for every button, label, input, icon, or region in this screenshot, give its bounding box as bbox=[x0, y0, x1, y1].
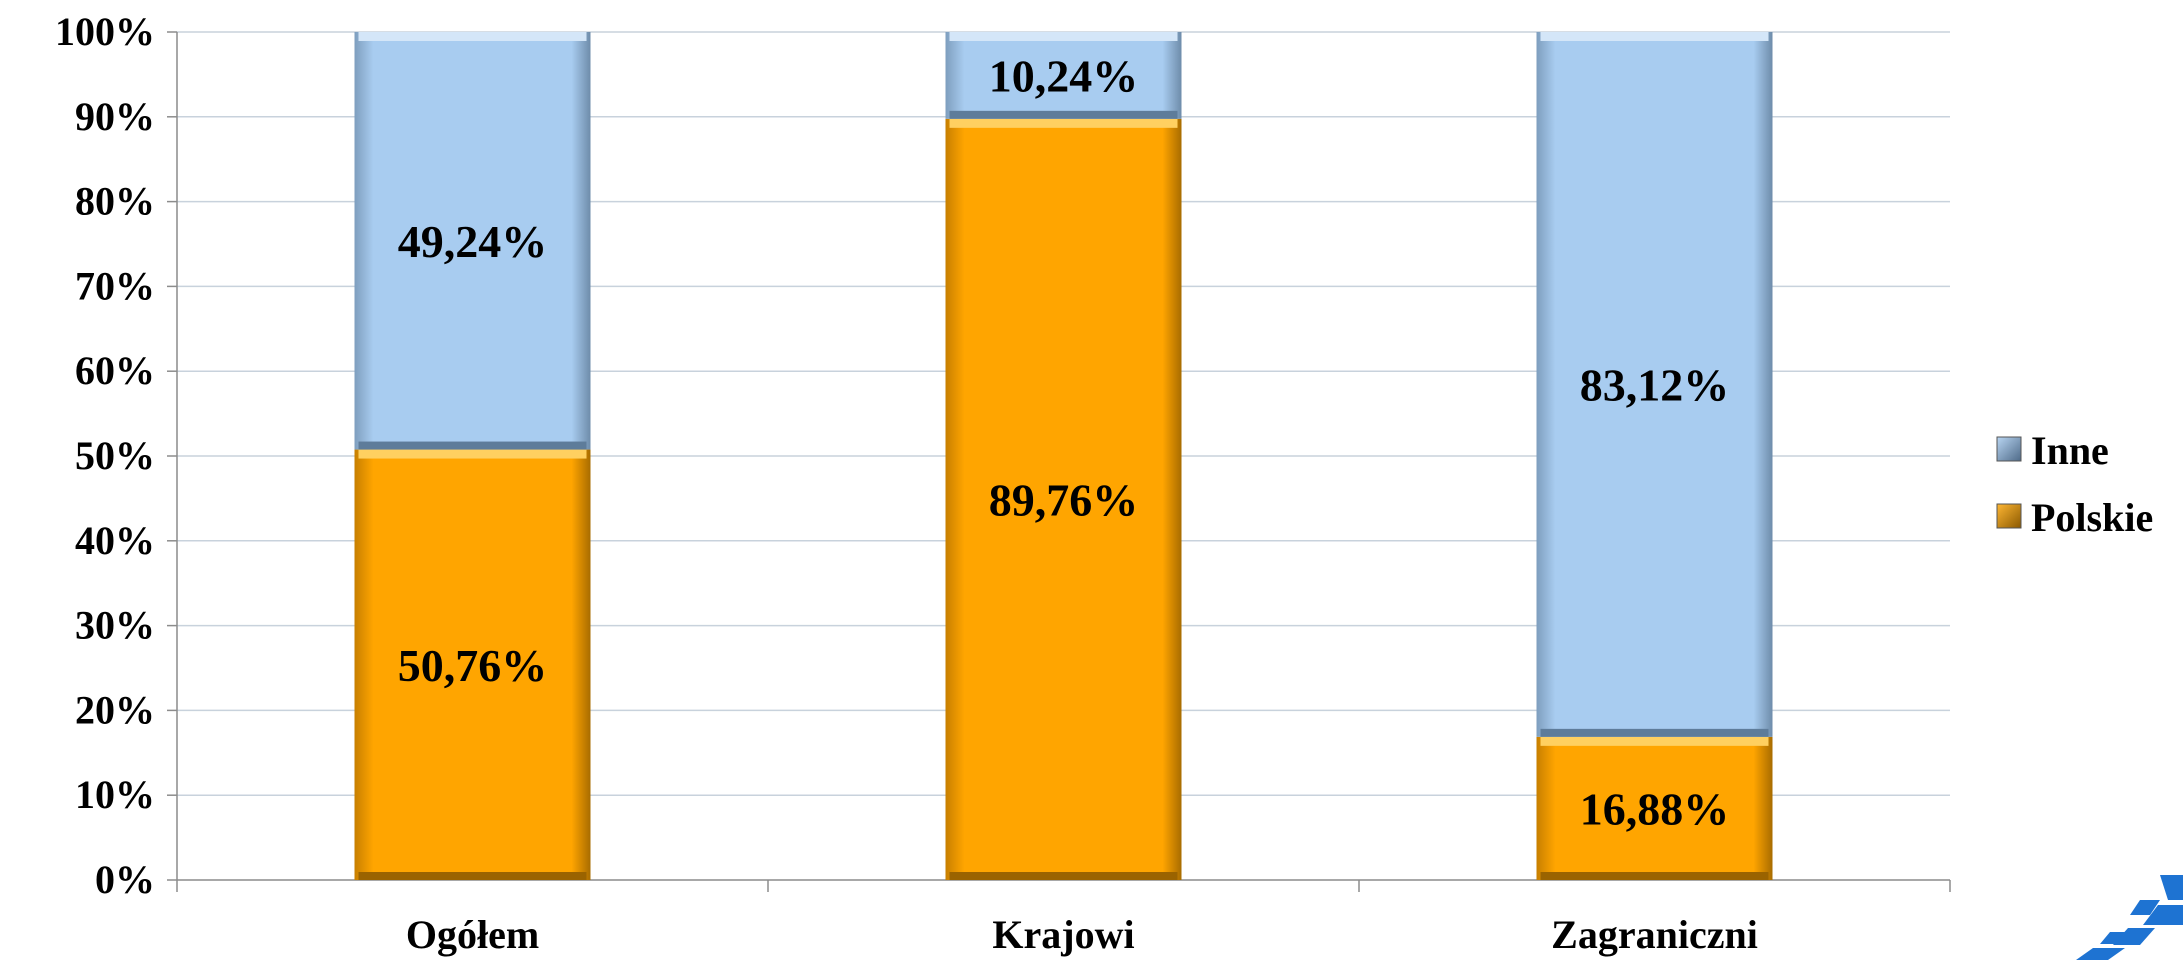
bar-bevel-top bbox=[949, 118, 1178, 128]
bar-bevel-top bbox=[1540, 736, 1769, 746]
y-tick-label: 40% bbox=[75, 518, 155, 563]
y-tick-label: 100% bbox=[55, 9, 155, 54]
bar-inne bbox=[945, 32, 1182, 119]
data-labels: 50,76% 49,24% 89,76% 10,24% 16,88% 83,12% bbox=[398, 50, 1730, 834]
bar-bevel-bottom bbox=[949, 110, 1178, 119]
y-tick-label: 50% bbox=[75, 433, 155, 478]
x-category-label: Zagraniczni bbox=[1551, 912, 1758, 957]
y-tick-label: 10% bbox=[75, 772, 155, 817]
legend-label: Polskie bbox=[2031, 495, 2153, 540]
legend: Inne Polskie bbox=[1996, 428, 2153, 540]
bar-bevel-top bbox=[358, 449, 587, 459]
axes: 0% 10% 20% 30% 40% 50% 60% 70% 80% 90% 100% Ogółem K… bbox=[55, 9, 1951, 957]
x-category-label: Krajowi bbox=[992, 912, 1134, 957]
legend-swatch bbox=[1996, 503, 2022, 529]
legend-entry-polskie: Polskie bbox=[1996, 495, 2153, 540]
bar-segment-inne bbox=[354, 32, 591, 450]
bars bbox=[354, 32, 1773, 880]
logo-shape bbox=[2160, 875, 2183, 900]
y-tick-label: 30% bbox=[75, 603, 155, 648]
bar-bevel-bottom bbox=[1540, 872, 1769, 880]
legend-swatch bbox=[1996, 436, 2022, 462]
bar-segment-polskie bbox=[1536, 736, 1773, 880]
bar-polskie bbox=[945, 118, 1182, 880]
bar-bevel-bottom bbox=[949, 872, 1178, 880]
logo-shape bbox=[2100, 932, 2125, 944]
data-label: 49,24% bbox=[398, 216, 548, 267]
data-label: 89,76% bbox=[989, 474, 1139, 525]
corner-logo-icon bbox=[2076, 875, 2183, 960]
y-tick-label: 60% bbox=[75, 348, 155, 393]
logo-shape bbox=[2143, 905, 2183, 925]
legend-label: Inne bbox=[2031, 428, 2109, 473]
bar-inne bbox=[1536, 32, 1773, 737]
bar-bevel-top bbox=[358, 32, 587, 41]
bar-bevel-bottom bbox=[358, 441, 587, 450]
x-category-label: Ogółem bbox=[406, 912, 539, 957]
bar-inne bbox=[354, 32, 591, 450]
bar-polskie bbox=[1536, 736, 1773, 880]
y-tick-label: 0% bbox=[95, 857, 155, 902]
data-label: 10,24% bbox=[989, 50, 1139, 101]
bar-bevel-top bbox=[1540, 32, 1769, 41]
logo-shape bbox=[2130, 900, 2160, 915]
y-tick-label: 70% bbox=[75, 263, 155, 308]
logo-shape bbox=[2076, 948, 2125, 960]
data-label: 50,76% bbox=[398, 640, 548, 691]
y-tick-label: 20% bbox=[75, 687, 155, 732]
data-label: 16,88% bbox=[1580, 783, 1730, 834]
bar-segment-polskie bbox=[354, 449, 591, 880]
bar-bevel-top bbox=[949, 32, 1178, 41]
y-tick-label: 90% bbox=[75, 94, 155, 139]
logo-shape bbox=[2113, 928, 2155, 945]
bar-bevel-bottom bbox=[358, 872, 587, 880]
bar-segment-inne bbox=[945, 32, 1182, 119]
bar-segment-polskie bbox=[945, 118, 1182, 880]
y-tick-label: 80% bbox=[75, 179, 155, 224]
data-label: 83,12% bbox=[1580, 359, 1730, 410]
bar-segment-inne bbox=[1536, 32, 1773, 737]
bar-bevel-bottom bbox=[1540, 728, 1769, 737]
bar-polskie bbox=[354, 449, 591, 880]
legend-entry-inne: Inne bbox=[1996, 428, 2109, 473]
